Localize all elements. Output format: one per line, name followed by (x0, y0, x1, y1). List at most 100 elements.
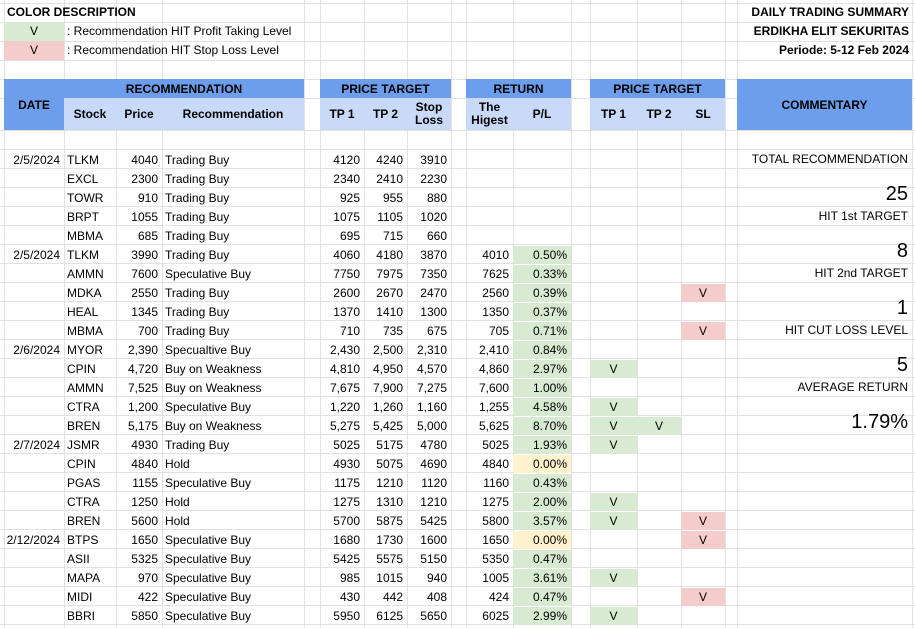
row-stop-loss[interactable]: 5425 (420, 514, 447, 528)
row-sl-hit[interactable] (681, 303, 725, 321)
row-pl[interactable]: 3.57% (513, 512, 571, 530)
row-highest[interactable]: 5350 (482, 552, 509, 566)
row-tp1-hit[interactable] (590, 227, 637, 245)
row-highest[interactable]: 4010 (482, 248, 509, 262)
row-pl[interactable]: 4.58% (513, 398, 571, 416)
row-tp1[interactable]: 430 (339, 590, 360, 604)
row-tp1-hit[interactable] (590, 588, 637, 606)
row-recommendation[interactable]: Trading Buy (165, 438, 230, 452)
row-tp2[interactable]: 6125 (376, 609, 403, 623)
row-tp2[interactable]: 4240 (376, 153, 403, 167)
row-tp2[interactable]: 955 (382, 191, 403, 205)
row-recommendation[interactable]: Buy on Weakness (165, 419, 262, 433)
row-stop-loss[interactable]: 408 (426, 590, 447, 604)
row-recommendation[interactable]: Speculative Buy (165, 476, 252, 490)
row-highest[interactable]: 5,625 (478, 419, 509, 433)
row-price[interactable]: 1055 (131, 210, 158, 224)
row-price[interactable]: 7,525 (127, 381, 158, 395)
row-pl[interactable] (513, 227, 571, 245)
row-recommendation[interactable]: Speculative Buy (165, 571, 252, 585)
row-pl[interactable] (513, 208, 571, 226)
row-tp2-hit[interactable] (637, 322, 681, 340)
row-tp2[interactable]: 5875 (376, 514, 403, 528)
row-pl[interactable]: 1.93% (513, 436, 571, 454)
row-tp2-hit[interactable] (637, 474, 681, 492)
row-sl-hit[interactable] (681, 455, 725, 473)
row-recommendation[interactable]: Trading Buy (165, 191, 230, 205)
row-date[interactable] (4, 569, 64, 587)
row-stock[interactable]: CTRA (67, 495, 100, 509)
row-highest[interactable]: 1350 (482, 305, 509, 319)
row-highest[interactable]: 424 (488, 590, 509, 604)
row-tp1[interactable]: 925 (339, 191, 360, 205)
row-sl-hit[interactable]: V (681, 588, 725, 606)
row-tp2-hit[interactable] (637, 455, 681, 473)
row-tp2-hit[interactable]: V (637, 417, 681, 435)
row-stock[interactable]: MAPA (67, 571, 101, 585)
row-highest[interactable]: 7625 (482, 267, 509, 281)
row-tp1-hit[interactable] (590, 474, 637, 492)
row-tp1-hit[interactable] (590, 189, 637, 207)
row-tp1[interactable]: 7,675 (329, 381, 360, 395)
row-tp2-hit[interactable] (637, 303, 681, 321)
row-stop-loss[interactable]: 1020 (420, 210, 447, 224)
row-tp2-hit[interactable] (637, 588, 681, 606)
row-recommendation[interactable]: Trading Buy (165, 248, 230, 262)
row-stock[interactable]: TOWR (67, 191, 104, 205)
row-tp1-hit[interactable] (590, 246, 637, 264)
row-price[interactable]: 1155 (132, 476, 158, 490)
row-tp2[interactable]: 1,260 (372, 400, 403, 414)
row-tp2[interactable]: 5075 (376, 457, 403, 471)
row-tp1[interactable]: 2600 (333, 286, 360, 300)
row-price[interactable]: 422 (137, 590, 158, 604)
row-tp2[interactable]: 5575 (376, 552, 403, 566)
row-price[interactable]: 700 (137, 324, 158, 338)
row-sl-hit[interactable] (681, 607, 725, 625)
row-price[interactable]: 1650 (131, 533, 158, 547)
row-highest[interactable]: 4,860 (478, 362, 509, 376)
row-stock[interactable]: BTPS (67, 533, 99, 547)
row-price[interactable]: 685 (137, 229, 158, 243)
row-recommendation[interactable]: Hold (165, 457, 190, 471)
row-date[interactable] (4, 398, 64, 416)
row-stock[interactable]: JSMR (67, 438, 100, 452)
row-stock[interactable]: AMMN (67, 381, 104, 395)
row-price[interactable]: 1250 (131, 495, 158, 509)
row-tp1[interactable]: 5,275 (329, 419, 360, 433)
row-tp2[interactable]: 1015 (376, 571, 403, 585)
row-tp2-hit[interactable] (637, 341, 681, 359)
row-date[interactable] (4, 512, 64, 530)
row-pl[interactable]: 0.50% (513, 246, 571, 264)
row-date[interactable] (4, 189, 64, 207)
row-tp2[interactable]: 2,500 (372, 343, 403, 357)
row-sl-hit[interactable] (681, 151, 725, 169)
row-pl[interactable]: 0.47% (513, 550, 571, 568)
row-pl[interactable]: 2.00% (513, 493, 571, 511)
row-price[interactable]: 5600 (131, 514, 158, 528)
row-highest[interactable]: 4840 (482, 457, 509, 471)
row-date[interactable] (4, 474, 64, 492)
row-tp2[interactable]: 1730 (376, 533, 403, 547)
row-tp1[interactable]: 7750 (333, 267, 360, 281)
row-tp1-hit[interactable]: V (590, 493, 637, 511)
row-sl-hit[interactable] (681, 341, 725, 359)
row-sl-hit[interactable] (681, 379, 725, 397)
row-stop-loss[interactable]: 2,310 (416, 343, 447, 357)
row-tp1-hit[interactable]: V (590, 569, 637, 587)
row-sl-hit[interactable] (681, 398, 725, 416)
row-price[interactable]: 910 (137, 191, 158, 205)
row-tp2-hit[interactable] (637, 265, 681, 283)
row-stop-loss[interactable]: 1,160 (416, 400, 447, 414)
row-highest[interactable]: 5800 (482, 514, 509, 528)
row-tp1-hit[interactable] (590, 531, 637, 549)
row-stop-loss[interactable]: 2470 (420, 286, 447, 300)
row-tp2-hit[interactable] (637, 360, 681, 378)
row-tp1-hit[interactable] (590, 379, 637, 397)
row-tp2-hit[interactable] (637, 512, 681, 530)
row-stock[interactable]: MIDI (67, 590, 93, 604)
row-tp1-hit[interactable]: V (590, 360, 637, 378)
row-pl[interactable]: 0.43% (513, 474, 571, 492)
row-tp1-hit[interactable]: V (590, 512, 637, 530)
row-sl-hit[interactable] (681, 569, 725, 587)
row-highest[interactable]: 1650 (482, 533, 509, 547)
